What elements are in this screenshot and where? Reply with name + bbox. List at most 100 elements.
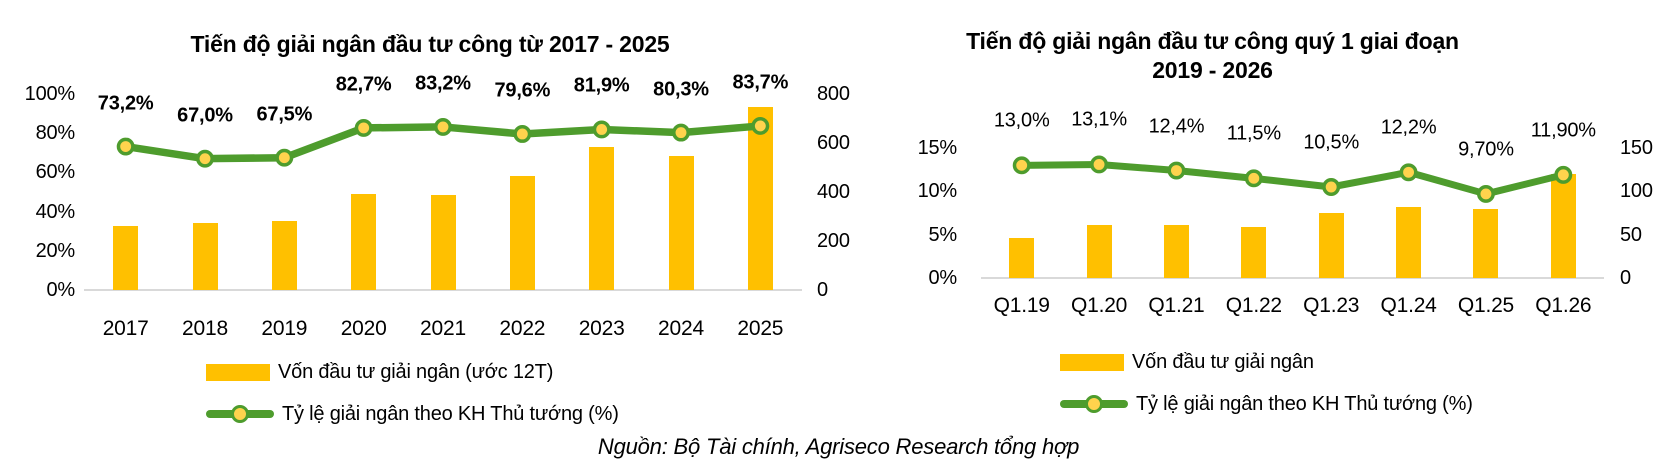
bar-swatch-icon [1060,353,1124,371]
line-marker [354,118,373,137]
data-label: 67,5% [256,103,313,126]
legend-label-line: Tỷ lệ giải ngân theo KH Thủ tướng (%) [282,402,619,425]
line-swatch-icon [206,405,274,423]
line-marker [1167,161,1186,180]
line-marker [672,123,690,142]
bar [1241,226,1267,278]
y-axis-label-left: 10% [917,180,958,203]
chart-disbursement-q1-2019-2026: Tiến độ giải ngân đầu tư công quý 1 giai… [845,0,1677,430]
y-axis-label-left: 80% [35,122,76,145]
line-marker [434,117,452,136]
bar [1009,238,1035,278]
x-axis-label: 2018 [182,317,228,340]
line-marker [116,137,135,156]
bar [1550,174,1576,278]
chart-title: Tiến độ giải ngân đầu tư công từ 2017 - … [190,31,670,57]
x-axis-label: 2017 [102,317,149,340]
bar [1396,206,1422,278]
line-marker [1244,169,1263,188]
bar [192,222,218,290]
line-path [1018,160,1567,198]
data-label: 83,2% [415,72,471,95]
data-label: 11,5% [1226,122,1281,145]
y-axis-label-right: 50 [1620,223,1642,246]
x-axis-label: Q1.20 [1070,294,1128,317]
legend-item-bar: Vốn đầu tư giải ngân (ước 12T) [206,360,619,384]
bar [1163,225,1189,278]
bar [351,194,377,290]
legend-item-line: Tỷ lệ giải ngân theo KH Thủ tướng (%) [1060,392,1473,416]
bar [1086,225,1112,278]
y-axis-label-right: 600 [817,132,850,154]
y-axis-label-left: 0% [46,279,75,301]
x-axis-label: Q1.26 [1535,294,1592,317]
legend-label-bar: Vốn đầu tư giải ngân [1132,350,1314,373]
legend: Vốn đầu tư giải ngân Tỷ lệ giải ngân the… [1060,350,1473,434]
data-label: 12,4% [1148,115,1205,138]
x-axis-label: Q1.23 [1303,294,1360,317]
y-axis-label-left: 20% [35,239,76,262]
line-swatch-icon [1060,395,1128,413]
bar [668,156,694,290]
legend: Vốn đầu tư giải ngân (ước 12T) Tỷ lệ giả… [206,360,619,444]
line-series [1012,155,1573,203]
y-axis-label-right: 800 [817,83,850,105]
data-label: 10,5% [1303,131,1360,154]
y-axis-label-right: 0 [817,279,828,301]
x-axis-label: 2022 [499,317,546,340]
plot-area: 0% 5% 10% 15% 0 50 100 150 Q1.19 Q1.20 Q1.21 Q1.22 Q… [918,109,1653,317]
legend-item-bar: Vốn đầu tư giải ngân [1060,350,1473,374]
y-axis-label-right: 200 [817,230,850,252]
legend-label-line: Tỷ lệ giải ngân theo KH Thủ tướng (%) [1136,392,1473,415]
y-axis-label-left: 15% [917,137,958,159]
bar [589,146,615,290]
data-label: 13,0% [993,109,1050,132]
line-marker [751,116,770,135]
y-axis-label-left: 60% [35,161,76,184]
x-axis-line [84,289,802,291]
data-label: 73,2% [97,92,154,115]
x-axis-label: 2023 [578,317,625,340]
data-label: 12,2% [1380,116,1437,139]
bar [509,176,535,290]
data-label: 82,7% [335,73,392,96]
line-marker [1012,156,1031,175]
bar [271,221,297,290]
x-axis-label: Q1.22 [1225,294,1282,317]
bar [1473,208,1499,278]
chart-title: Tiến độ giải ngân đầu tư công quý 1 giai… [966,28,1459,83]
x-axis-line [981,277,1604,279]
bar [1318,213,1344,278]
line-marker [1322,178,1341,196]
plot-area: 0% 20% 40% 60% 80% 100% 0 200 400 600 800 2017 2018 2… [25,71,850,340]
y-axis-label-right: 400 [817,181,850,203]
source-note: Nguồn: Bộ Tài chính, Agriseco Research t… [597,434,1080,459]
y-axis-label-left: 0% [928,267,957,289]
bar [113,226,139,290]
line-marker [513,125,532,143]
bar [747,107,773,290]
x-axis-label: 2019 [261,317,308,340]
y-axis-label-left: 100% [24,83,76,105]
line-marker [1476,184,1495,203]
data-label: 79,6% [494,79,551,102]
line-series [116,116,770,168]
bar [430,194,456,290]
data-label: 67,0% [177,104,233,127]
y-axis-label-right: 150 [1620,137,1653,159]
data-label: 80,3% [653,78,709,101]
y-axis-label-right: 100 [1620,180,1653,203]
x-axis-label: Q1.21 [1148,294,1205,317]
line-marker [1090,155,1109,174]
legend-label-bar: Vốn đầu tư giải ngân (ước 12T) [278,360,554,383]
data-label: 9,70% [1458,138,1514,161]
legend-item-line: Tỷ lệ giải ngân theo KH Thủ tướng (%) [206,402,619,426]
x-axis-label: 2020 [340,317,387,340]
x-axis-label: Q1.24 [1380,294,1437,317]
line-marker [592,120,611,139]
line-marker [275,148,294,167]
line-marker [196,149,214,168]
y-axis-label-left: 5% [928,223,957,246]
marker-dot-icon [1085,395,1103,413]
